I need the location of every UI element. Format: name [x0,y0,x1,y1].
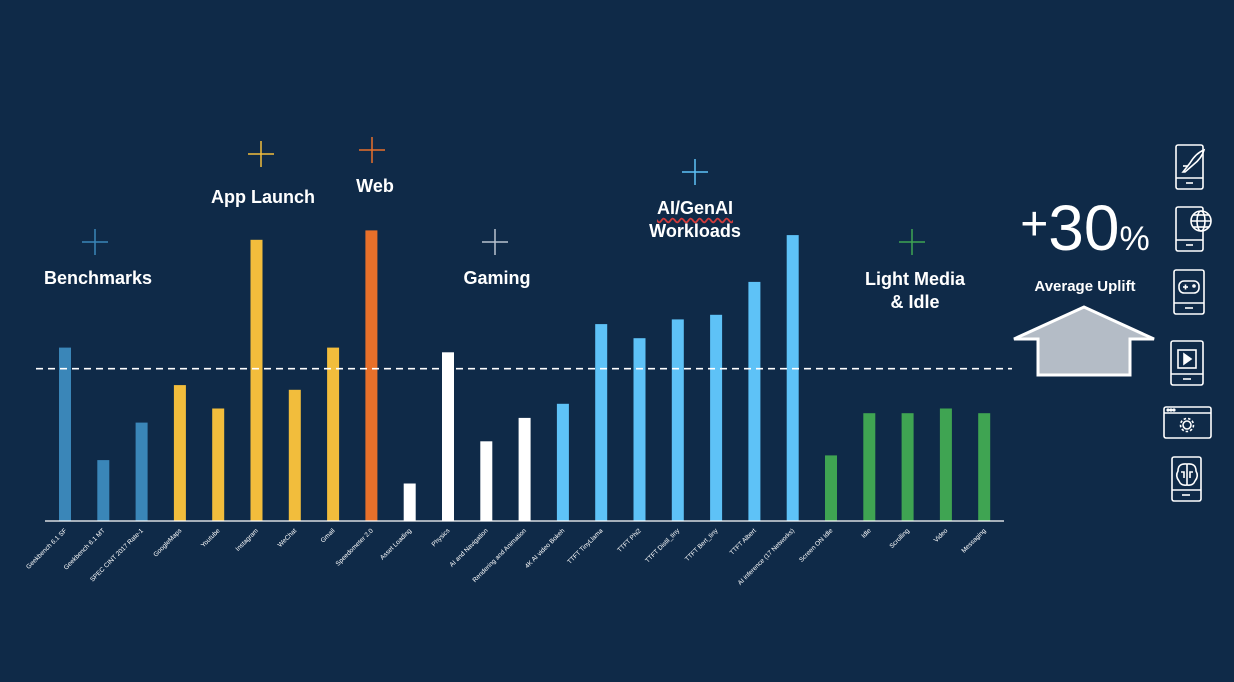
benchmarks-group-label: Benchmarks [43,268,153,288]
x-tick-label-10: Asset Loading [379,527,413,561]
web-group-label: Web [356,176,394,196]
bar-14 [556,403,569,521]
bar-10 [403,483,416,521]
ai-group-label: AI/GenAI Workloads [630,197,760,243]
bar-25 [978,413,991,521]
x-tick-label-21: Screen ON Idle [798,527,835,564]
phone-rocket-icon [1175,144,1206,190]
benchmarks-cross-icon [82,229,108,255]
x-tick-label-23: Scrolling [888,527,911,550]
bar-19 [748,281,761,521]
x-tick-label-12: AI and Navigation [448,527,490,569]
uplift-number: 30 [1048,192,1120,264]
app-launch-group-label: App Launch [211,187,315,207]
x-tick-label-1: Geekbench 6.1 SF [25,527,68,570]
x-tick-label-9: Speedometer 2.0 [335,527,375,567]
web-cross-icon [359,137,385,163]
ai-group-label-line2: Workloads [649,221,741,241]
x-tick-label-4: GoogleMaps [152,527,184,559]
bar-9 [365,230,378,521]
x-tick-label-5: Youtube [200,527,222,549]
app-launch-cross-icon [248,141,274,167]
x-tick-label-7: WeChat [277,527,299,549]
x-tick-label-16: TTFT Phi2 [616,527,643,554]
bars-group [59,230,991,522]
average-uplift-callout: +30% Average Uplift [1010,190,1160,295]
media-cross-icon [899,229,925,255]
bar-7 [288,389,301,522]
media-group-label-line1: Light Media [865,269,965,289]
bar-8 [327,347,340,521]
gaming-group-label: Gaming [463,268,531,288]
phone-brain-icon [1171,456,1202,502]
bar-2 [97,460,110,521]
uplift-arrow-icon [1013,305,1155,377]
bar-3 [135,422,148,521]
window-gear-icon [1163,406,1212,439]
x-tick-label-17: TTFT Distil_tiny [644,527,682,565]
bar-24 [939,408,952,521]
bar-4 [173,385,186,521]
ai-group-label-line1: AI/GenAI [656,198,733,218]
ai-cross-icon [682,159,708,185]
x-tick-label-14: 4K AI video Bokeh [524,527,567,570]
uplift-value: +30% [1010,190,1160,274]
bar-1 [59,347,71,521]
tablet-gamepad-icon [1173,269,1205,315]
x-tick-label-8: Gmail [320,527,337,544]
bar-17 [671,319,684,521]
bar-18 [710,314,723,522]
bar-12 [480,441,493,521]
uplift-percent: % [1119,220,1150,258]
x-tick-label-22: Idle [860,527,873,540]
uplift-plus: + [1020,198,1049,251]
uplift-caption: Average Uplift [1034,278,1136,295]
x-tick-label-2: Geekbench 6.1 MT [63,527,107,571]
media-group-label-line2: & Idle [890,292,940,312]
media-group-label: Light Media & Idle [850,268,980,314]
x-tick-label-19: TTFT Albert [729,527,758,556]
bar-20 [786,235,799,521]
bar-11 [442,352,454,522]
x-tick-label-6: Instagram [235,527,260,552]
x-tick-label-11: Physics [431,527,452,548]
phone-globe-icon [1175,206,1212,252]
gaming-cross-icon [482,229,508,255]
bar-13 [518,417,531,521]
x-tick-label-15: TTFT TinyLlama [566,527,605,566]
bar-23 [901,413,914,521]
tablet-play-icon [1170,340,1204,386]
x-tick-label-24: Video [933,527,950,544]
bar-5 [212,408,225,521]
bar-22 [863,413,876,521]
bar-6 [250,239,263,522]
x-tick-label-18: TTFT Bert_tiny [684,527,720,563]
bar-15 [595,324,608,521]
x-tick-label-25: Messaging [960,527,987,554]
bar-21 [825,455,837,521]
bar-16 [633,338,646,521]
